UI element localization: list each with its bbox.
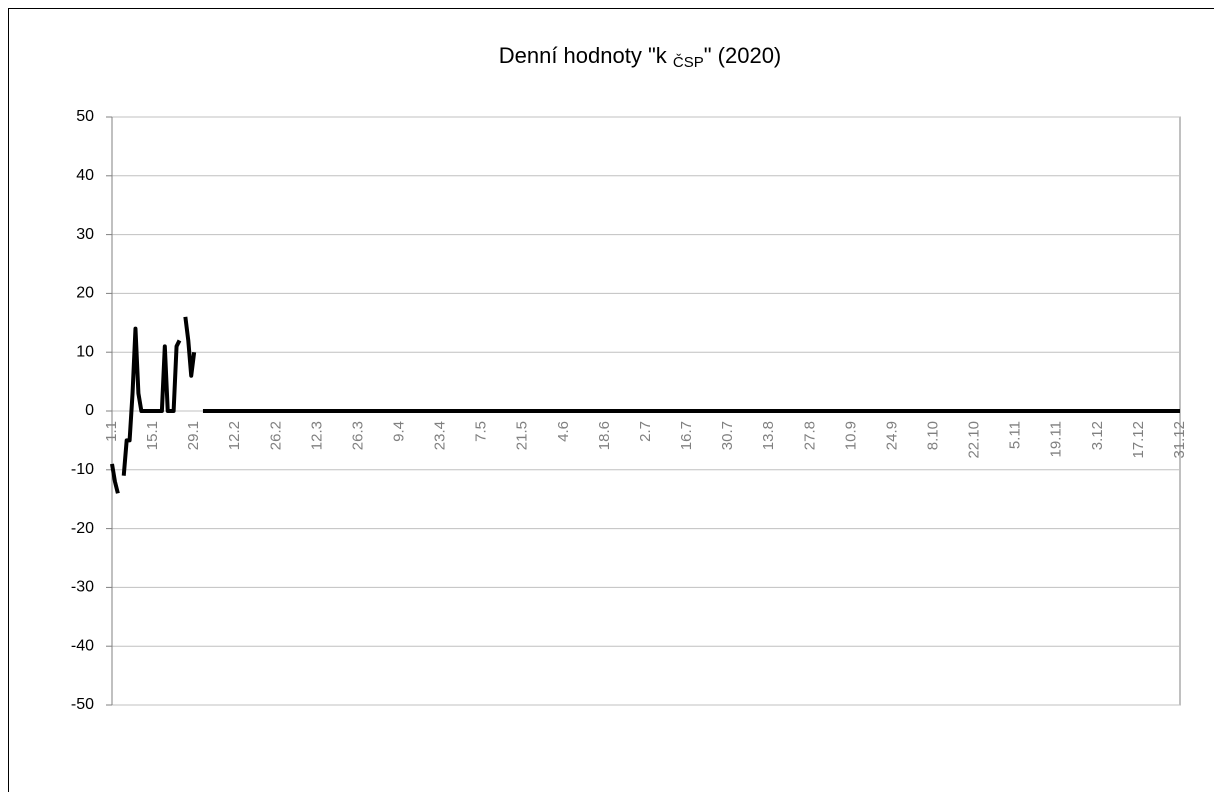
x-tick-label: 17.12	[1130, 421, 1147, 459]
x-tick-label: 9.4	[391, 421, 408, 442]
y-tick-label: 30	[76, 226, 94, 243]
x-tick-label: 3.12	[1089, 421, 1106, 450]
x-tick-label: 15.1	[144, 421, 161, 450]
y-tick-label: 50	[76, 108, 94, 125]
title-subscript: ČSP	[673, 54, 704, 71]
y-tick-label: -30	[71, 579, 94, 596]
y-tick-label: -40	[71, 637, 94, 654]
line-segment	[121, 326, 182, 476]
x-tick-label: 1.1	[103, 421, 120, 442]
y-tick-label: 20	[76, 285, 94, 302]
y-tick-label: -50	[71, 696, 94, 713]
x-tick-label: 5.11	[1007, 421, 1024, 449]
x-tick-label: 4.6	[555, 421, 572, 442]
x-tick-label: 19.11	[1048, 421, 1065, 457]
x-tick-label: 12.3	[308, 421, 325, 450]
x-tick-label: 31.12	[1171, 421, 1188, 459]
x-tick-label: 2.7	[637, 421, 654, 442]
y-tick-label: -10	[71, 461, 94, 478]
x-tick-label: 7.5	[473, 421, 490, 442]
x-tick-label: 12.2	[226, 421, 243, 450]
x-tick-label: 10.9	[842, 421, 859, 450]
x-tick-label: 13.8	[760, 421, 777, 450]
line-segment	[110, 463, 120, 494]
x-tick-label: 16.7	[678, 421, 695, 450]
x-tick-label: 26.3	[349, 421, 366, 450]
x-tick-label: 18.6	[596, 421, 613, 450]
x-tick-label: 29.1	[185, 421, 202, 450]
x-tick-label: 8.10	[925, 421, 942, 450]
y-tick-label: 0	[85, 402, 94, 419]
y-tick-label: -20	[71, 520, 94, 537]
y-tick-label: 40	[76, 167, 94, 184]
y-tick-label: 10	[76, 343, 94, 360]
x-tick-label: 23.4	[432, 421, 449, 450]
title-part: Denní hodnoty "k	[499, 43, 673, 68]
x-tick-label: 30.7	[719, 421, 736, 450]
x-tick-label: 22.10	[966, 421, 983, 459]
x-tick-label: 21.5	[514, 421, 531, 450]
x-tick-label: 27.8	[801, 421, 818, 450]
chart-title: Denní hodnoty "k ČSP" (2020)	[499, 43, 782, 71]
line-segment	[183, 316, 197, 378]
x-tick-label: 26.2	[267, 421, 284, 450]
x-tick-label: 24.9	[883, 421, 900, 450]
title-part: " (2020)	[704, 43, 782, 68]
